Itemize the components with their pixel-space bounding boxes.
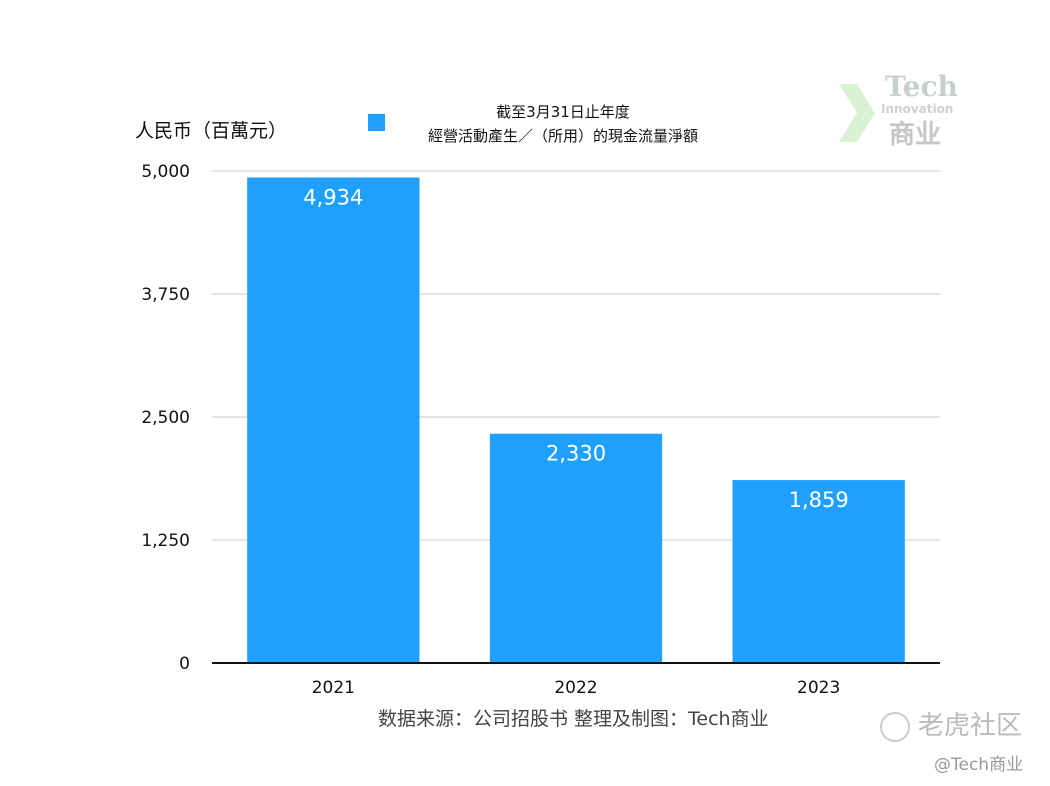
y-tick-label: 3,750 [141, 285, 190, 305]
logo-innovation-text: Innovation [881, 102, 954, 116]
legend-swatch [368, 114, 385, 131]
bar [732, 480, 905, 663]
logo-shang-text: 商业 [889, 120, 942, 150]
x-tick-label: 2021 [312, 678, 355, 698]
bar-value-label: 1,859 [789, 488, 849, 512]
credit-text: @Tech商业 [934, 755, 1024, 775]
watermark-text: 老虎社区 [918, 711, 1023, 741]
y-axis-unit-label: 人民币（百萬元） [135, 120, 288, 142]
legend-line-2: 經營活動產生／（所用）的現金流量淨額 [427, 127, 698, 145]
x-tick-label: 2023 [797, 678, 840, 698]
bar-value-label: 4,934 [303, 185, 363, 209]
arrow-logo-icon [839, 84, 875, 142]
bar-value-label: 2,330 [546, 442, 606, 466]
y-tick-label: 2,500 [141, 408, 190, 428]
legend-line-1: 截至3月31日止年度 [496, 103, 630, 121]
y-tick-label: 5,000 [141, 162, 190, 182]
data-source-note: 数据来源：公司招股书 整理及制图：Tech商业 [378, 708, 769, 730]
bar [247, 177, 420, 664]
x-tick-label: 2022 [554, 678, 597, 698]
legend-text: 截至3月31日止年度 經營活動產生／（所用）的現金流量淨額 [398, 100, 728, 148]
bar [489, 433, 663, 663]
watermark: 老虎社区 [880, 705, 1022, 742]
tech-innovation-logo: Tech Innovation 商业 [835, 70, 965, 150]
y-tick-label: 0 [179, 654, 190, 674]
watermark-icon [880, 711, 910, 742]
logo-tech-text: Tech [885, 70, 958, 103]
y-tick-label: 1,250 [141, 531, 190, 551]
